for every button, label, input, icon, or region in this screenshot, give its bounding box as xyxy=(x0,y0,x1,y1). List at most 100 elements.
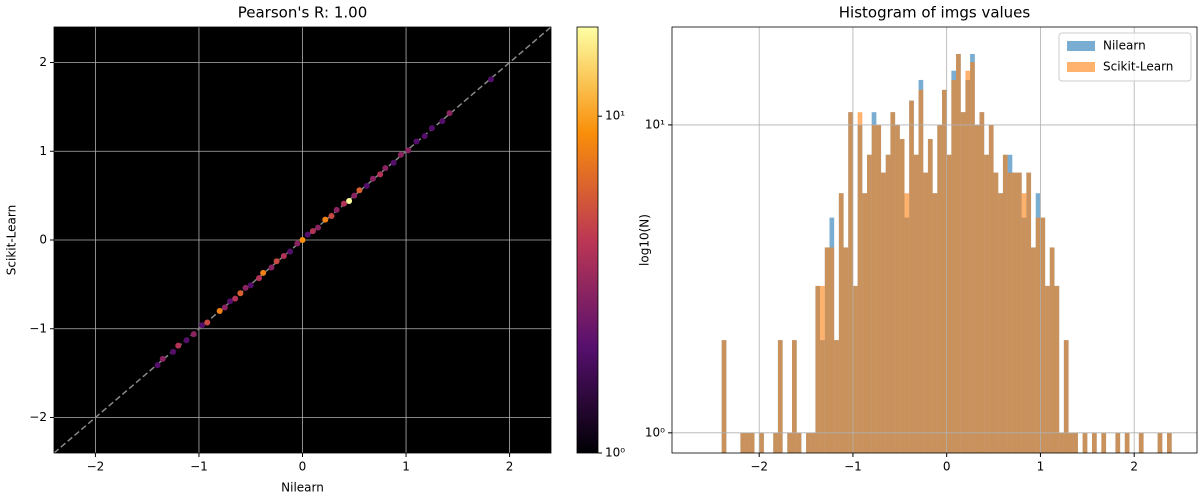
y-tick-label: 2 xyxy=(39,55,47,69)
histogram-bar xyxy=(909,100,914,453)
histogram-bar xyxy=(1073,432,1078,453)
y-tick-label: −1 xyxy=(29,321,47,335)
x-axis-label: Nilearn xyxy=(281,481,324,495)
x-tick-label: −1 xyxy=(190,460,208,474)
histogram-bar xyxy=(974,124,980,453)
histogram-bar xyxy=(829,247,835,453)
scatter-point xyxy=(315,224,322,231)
histogram-bar xyxy=(942,89,947,453)
legend-label: Scikit-Learn xyxy=(1103,60,1173,74)
histogram-bar xyxy=(777,340,783,453)
histogram-bar xyxy=(1035,217,1041,453)
scatter-point xyxy=(154,362,161,369)
scatter-point xyxy=(216,308,223,314)
histogram-bar xyxy=(1031,247,1036,453)
histogram-bar xyxy=(1049,247,1055,453)
histogram-bar xyxy=(885,154,891,453)
histogram-bar xyxy=(857,112,863,453)
y-tick-label: 10¹ xyxy=(645,117,665,131)
histogram-bar xyxy=(871,124,877,453)
histogram-bar xyxy=(787,432,792,453)
histogram-bar xyxy=(937,124,942,453)
histogram-bar xyxy=(918,89,924,453)
scatter-point xyxy=(159,355,166,362)
y-axis-label: Scikit-Learn xyxy=(5,205,19,275)
x-tick-label: −2 xyxy=(87,460,105,474)
histogram-bar xyxy=(1082,432,1088,453)
histogram-bar xyxy=(796,432,802,453)
colorbar-label: log10(N) xyxy=(638,214,652,266)
scatter-point xyxy=(204,319,211,326)
scatter-point xyxy=(273,258,280,265)
y-tick-label: 10⁰ xyxy=(645,425,665,439)
legend-swatch xyxy=(1067,62,1095,72)
scatter-point xyxy=(356,187,363,194)
scatter-point xyxy=(170,348,177,355)
histogram-bar xyxy=(745,432,750,453)
scatter-point xyxy=(280,252,287,259)
colorbar xyxy=(576,26,599,454)
histogram-bar xyxy=(773,432,778,453)
histogram-bar xyxy=(862,193,867,453)
scatter-point xyxy=(221,304,228,311)
histogram-bar xyxy=(1054,285,1060,453)
scatter-point xyxy=(260,269,267,276)
scatter-point xyxy=(294,240,301,247)
histogram-bar xyxy=(899,139,905,453)
histogram-bar xyxy=(824,247,830,453)
scatter-point xyxy=(247,282,254,289)
scatter-point xyxy=(369,175,376,182)
scatter-point xyxy=(390,159,397,166)
histogram-bar xyxy=(1115,432,1121,453)
histogram-bar xyxy=(876,124,882,453)
histogram-bar xyxy=(749,432,755,453)
histogram-bar xyxy=(806,432,811,453)
histogram-bar xyxy=(913,154,919,453)
plot-area xyxy=(672,27,1197,453)
chart-title: Pearson's R: 1.00 xyxy=(238,4,368,22)
histogram-bar xyxy=(979,112,985,453)
histogram-bar xyxy=(843,247,849,453)
histogram-bar xyxy=(1059,432,1064,453)
histogram-bar xyxy=(820,285,825,453)
histogram-bar xyxy=(946,154,952,453)
legend-swatch xyxy=(1067,41,1095,51)
histogram-bar xyxy=(932,193,938,453)
histogram-bar xyxy=(923,172,928,453)
histogram-bar xyxy=(852,285,858,453)
y-tick-label: 1 xyxy=(39,144,47,158)
y-tick-label: 0 xyxy=(39,233,47,247)
histogram-bar xyxy=(1068,432,1074,453)
histogram-bar xyxy=(792,340,797,453)
histogram-bar xyxy=(960,112,966,453)
scatter-point xyxy=(421,133,428,140)
scatter-point xyxy=(287,248,294,255)
scatter-point xyxy=(487,76,494,83)
histogram-bar xyxy=(984,154,989,453)
histogram-bar xyxy=(1045,285,1050,453)
x-tick-label: 0 xyxy=(299,460,307,474)
scatter-point xyxy=(268,264,275,271)
x-tick-label: −1 xyxy=(844,460,862,474)
colorbar-tick-label: 10¹ xyxy=(605,109,625,123)
histogram-bar xyxy=(1021,193,1027,453)
y-tick-label: −2 xyxy=(29,410,47,424)
scatter-point xyxy=(351,192,358,199)
histogram-bar xyxy=(1002,154,1008,453)
scatter-point xyxy=(439,118,446,125)
histogram-bar xyxy=(1026,172,1032,453)
scatter-point xyxy=(377,171,384,178)
scatter-point xyxy=(232,295,239,302)
histogram-bar xyxy=(815,285,821,453)
x-tick-label: 2 xyxy=(506,460,514,474)
scatter-point xyxy=(183,337,190,344)
scatter-point xyxy=(328,213,335,220)
histogram-bar xyxy=(759,432,764,453)
scatter-point xyxy=(242,284,249,291)
scatter-point xyxy=(413,138,420,145)
scatter-point xyxy=(304,231,311,238)
histogram-bar xyxy=(838,193,844,453)
x-tick-label: 2 xyxy=(1130,460,1138,474)
scatter-point xyxy=(175,342,182,349)
histogram-bar xyxy=(895,124,900,453)
